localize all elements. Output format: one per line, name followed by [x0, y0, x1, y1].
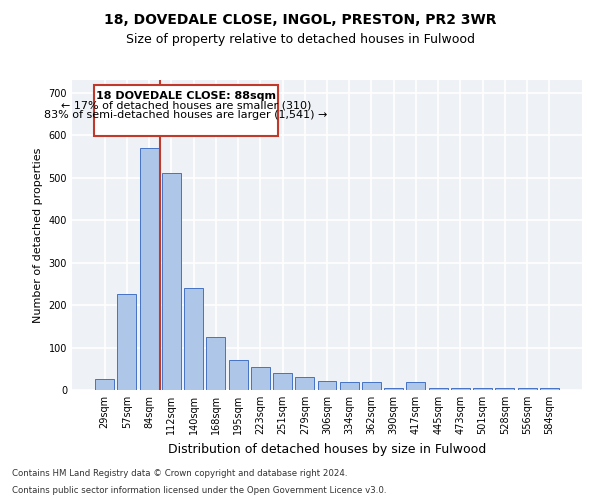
Bar: [496, 388, 514, 390]
Bar: [118, 294, 136, 390]
Text: Size of property relative to detached houses in Fulwood: Size of property relative to detached ho…: [125, 32, 475, 46]
Bar: [451, 388, 470, 390]
Bar: [184, 288, 203, 390]
Y-axis label: Number of detached properties: Number of detached properties: [33, 148, 43, 322]
Bar: [229, 360, 248, 390]
Bar: [540, 388, 559, 390]
Bar: [295, 378, 314, 390]
Text: Contains public sector information licensed under the Open Government Licence v3: Contains public sector information licen…: [12, 486, 386, 495]
Text: ← 17% of detached houses are smaller (310): ← 17% of detached houses are smaller (31…: [61, 100, 311, 110]
Bar: [273, 373, 292, 390]
Bar: [340, 382, 359, 390]
Bar: [251, 366, 270, 390]
Text: Contains HM Land Registry data © Crown copyright and database right 2024.: Contains HM Land Registry data © Crown c…: [12, 468, 347, 477]
Bar: [406, 382, 425, 390]
Bar: [429, 388, 448, 390]
Bar: [518, 388, 536, 390]
X-axis label: Distribution of detached houses by size in Fulwood: Distribution of detached houses by size …: [168, 442, 486, 456]
Bar: [473, 388, 492, 390]
Bar: [384, 388, 403, 390]
Bar: [95, 380, 114, 390]
Bar: [317, 380, 337, 390]
Bar: [162, 174, 181, 390]
Bar: [206, 337, 225, 390]
Text: 83% of semi-detached houses are larger (1,541) →: 83% of semi-detached houses are larger (…: [44, 110, 328, 120]
Bar: [362, 382, 381, 390]
Bar: [140, 148, 158, 390]
Text: 18, DOVEDALE CLOSE, INGOL, PRESTON, PR2 3WR: 18, DOVEDALE CLOSE, INGOL, PRESTON, PR2 …: [104, 12, 496, 26]
Text: 18 DOVEDALE CLOSE: 88sqm: 18 DOVEDALE CLOSE: 88sqm: [96, 90, 276, 101]
FancyBboxPatch shape: [94, 85, 278, 136]
